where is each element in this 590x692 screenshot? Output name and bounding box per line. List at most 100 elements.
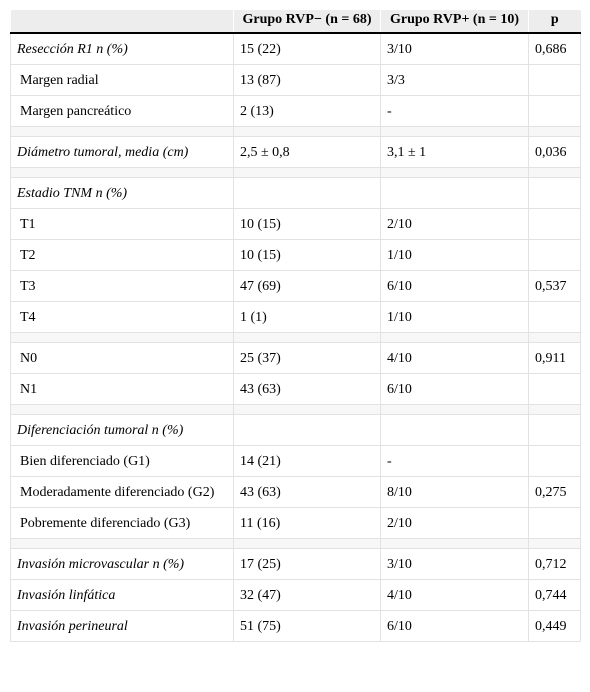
- results-table: Grupo RVP− (n = 68) Grupo RVP+ (n = 10) …: [10, 10, 581, 642]
- table-row: Diferenciación tumoral n (%): [10, 414, 581, 446]
- cell-group-rvp-negative: 32 (47): [233, 579, 381, 611]
- spacer-cell: [233, 538, 381, 549]
- cell-group-rvp-positive: 1/10: [380, 301, 529, 333]
- cell-group-rvp-positive: 4/10: [380, 342, 529, 374]
- cell-group-rvp-negative: 15 (22): [233, 32, 381, 65]
- cell-group-rvp-positive: 3/3: [380, 64, 529, 96]
- table-row: T2 10 (15) 1/10: [10, 239, 581, 271]
- spacer-cell: [233, 126, 381, 137]
- cell-p-value: [528, 507, 581, 539]
- cell-group-rvp-positive: 3/10: [380, 548, 529, 580]
- table-row: Moderadamente diferenciado (G2) 43 (63) 8/…: [10, 476, 581, 508]
- cell-group-rvp-positive: -: [380, 95, 529, 127]
- table-spacer-row: [10, 167, 581, 178]
- cell-group-rvp-positive: 1/10: [380, 239, 529, 271]
- cell-group-rvp-positive: -: [380, 445, 529, 477]
- spacer-cell: [10, 167, 234, 178]
- table-header-row: Grupo RVP− (n = 68) Grupo RVP+ (n = 10) …: [10, 10, 581, 34]
- cell-p-value: 0,744: [528, 579, 581, 611]
- table-row: Invasión linfática 32 (47) 4/10 0,744: [10, 579, 581, 611]
- cell-p-value: 0,911: [528, 342, 581, 374]
- cell-p-value: 0,036: [528, 136, 581, 168]
- row-label: T3: [10, 270, 234, 302]
- table-row: N0 25 (37) 4/10 0,911: [10, 342, 581, 374]
- cell-group-rvp-negative: 43 (63): [233, 373, 381, 405]
- spacer-cell: [528, 167, 581, 178]
- cell-p-value: 0,712: [528, 548, 581, 580]
- row-label: N0: [10, 342, 234, 374]
- header-group-rvp-positive: Grupo RVP+ (n = 10): [380, 10, 529, 34]
- spacer-cell: [233, 332, 381, 343]
- row-label: Margen radial: [10, 64, 234, 96]
- spacer-cell: [233, 404, 381, 415]
- table-spacer-row: [10, 332, 581, 343]
- cell-group-rvp-positive: 3/10: [380, 32, 529, 65]
- table-spacer-row: [10, 404, 581, 415]
- cell-group-rvp-negative: 43 (63): [233, 476, 381, 508]
- cell-group-rvp-negative: 47 (69): [233, 270, 381, 302]
- table-row: Bien diferenciado (G1) 14 (21) -: [10, 445, 581, 477]
- cell-group-rvp-negative: 14 (21): [233, 445, 381, 477]
- cell-group-rvp-negative: 2 (13): [233, 95, 381, 127]
- spacer-cell: [380, 538, 529, 549]
- cell-p-value: [528, 445, 581, 477]
- cell-group-rvp-negative: 17 (25): [233, 548, 381, 580]
- table-row: Invasión microvascular n (%) 17 (25) 3/10 0…: [10, 548, 581, 580]
- row-label: Invasión microvascular n (%): [10, 548, 234, 580]
- cell-group-rvp-positive: 4/10: [380, 579, 529, 611]
- cell-group-rvp-negative: 1 (1): [233, 301, 381, 333]
- cell-group-rvp-positive: [380, 414, 529, 446]
- table-body: Resección R1 n (%) 15 (22) 3/10 0,686 Margen…: [10, 32, 581, 642]
- cell-group-rvp-positive: [380, 177, 529, 209]
- header-group-rvp-negative: Grupo RVP− (n = 68): [233, 10, 381, 34]
- row-label: Moderadamente diferenciado (G2): [10, 476, 234, 508]
- spacer-cell: [233, 167, 381, 178]
- cell-group-rvp-positive: 2/10: [380, 208, 529, 240]
- table-row: Invasión perineural 51 (75) 6/10 0,449: [10, 610, 581, 642]
- cell-p-value: 0,537: [528, 270, 581, 302]
- cell-p-value: [528, 95, 581, 127]
- row-label: N1: [10, 373, 234, 405]
- spacer-cell: [10, 332, 234, 343]
- spacer-cell: [528, 404, 581, 415]
- spacer-cell: [380, 404, 529, 415]
- cell-group-rvp-negative: 25 (37): [233, 342, 381, 374]
- row-label: Invasión linfática: [10, 579, 234, 611]
- cell-group-rvp-positive: 2/10: [380, 507, 529, 539]
- cell-p-value: [528, 373, 581, 405]
- spacer-cell: [380, 167, 529, 178]
- table-row: T1 10 (15) 2/10: [10, 208, 581, 240]
- row-label: Diferenciación tumoral n (%): [10, 414, 234, 446]
- cell-group-rvp-positive: 6/10: [380, 373, 529, 405]
- row-label: Margen pancreático: [10, 95, 234, 127]
- cell-group-rvp-negative: 10 (15): [233, 208, 381, 240]
- spacer-cell: [380, 332, 529, 343]
- table-row: N1 43 (63) 6/10: [10, 373, 581, 405]
- row-label: T4: [10, 301, 234, 333]
- spacer-cell: [10, 538, 234, 549]
- cell-group-rvp-negative: 51 (75): [233, 610, 381, 642]
- header-p-value: p: [528, 10, 581, 34]
- cell-p-value: [528, 301, 581, 333]
- cell-group-rvp-positive: 6/10: [380, 270, 529, 302]
- cell-group-rvp-negative: [233, 177, 381, 209]
- cell-p-value: 0,686: [528, 32, 581, 65]
- header-variable: [10, 10, 234, 34]
- cell-p-value: [528, 64, 581, 96]
- cell-p-value: [528, 239, 581, 271]
- table-row: Margen radial 13 (87) 3/3: [10, 64, 581, 96]
- cell-group-rvp-negative: 11 (16): [233, 507, 381, 539]
- cell-group-rvp-negative: 10 (15): [233, 239, 381, 271]
- cell-p-value: [528, 414, 581, 446]
- cell-group-rvp-negative: 2,5 ± 0,8: [233, 136, 381, 168]
- table-row: Margen pancreático 2 (13) -: [10, 95, 581, 127]
- row-label: Diámetro tumoral, media (cm): [10, 136, 234, 168]
- table-spacer-row: [10, 126, 581, 137]
- row-label: Estadio TNM n (%): [10, 177, 234, 209]
- row-label: T2: [10, 239, 234, 271]
- cell-group-rvp-positive: 3,1 ± 1: [380, 136, 529, 168]
- table-row: Diámetro tumoral, media (cm) 2,5 ± 0,8 3,1…: [10, 136, 581, 168]
- cell-group-rvp-positive: 6/10: [380, 610, 529, 642]
- spacer-cell: [380, 126, 529, 137]
- table-row: Pobremente diferenciado (G3) 11 (16) 2/10: [10, 507, 581, 539]
